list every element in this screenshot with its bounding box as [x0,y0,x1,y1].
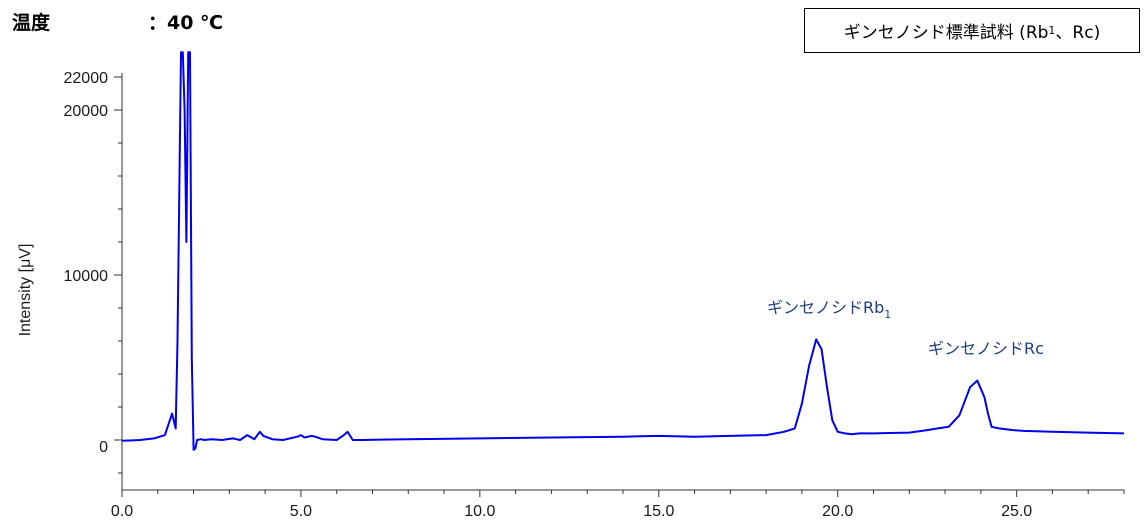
chart-annotations: ギンセノシドRb1 ギンセノシドRc [767,298,1044,358]
chart-axes [121,73,1124,491]
x-tick-label: 25.0 [1001,503,1032,520]
y-tick-label: 22000 [64,70,109,87]
peak-label-main: ギンセノシドRb [767,298,884,317]
temperature-value: ：40 ℃ [148,12,224,34]
peak-label: ギンセノシドRb1 [767,298,891,321]
sample-title-prefix: ギンセノシド標準試料 (Rb [843,23,1049,43]
chart-ticks: 0.0 5.0 10.0 15.0 20.0 25.0 0 10000 20000 22000 [64,70,1125,520]
sample-title-suffix: 、Rc) [1055,23,1101,43]
chromatogram-trace [121,51,1125,451]
sample-title-subscript: 1 [1048,24,1056,37]
y-tick-label: 20000 [64,103,109,120]
x-tick-label: 10.0 [464,503,495,520]
x-tick-label: 20.0 [822,503,853,520]
peak-label-main: ギンセノシドRc [928,339,1044,358]
peak-label-subscript: 1 [884,308,891,321]
y-tick-label: 10000 [64,268,109,285]
y-tick-label: 0 [99,439,108,456]
temperature-label: 温度 [12,12,51,34]
x-tick-label: 15.0 [643,503,674,520]
sample-title-box: ギンセノシド標準試料 (Rb 1 、Rc) [804,8,1140,53]
x-tick-label: 5.0 [290,503,312,520]
peak-label: ギンセノシドRc [928,339,1044,358]
x-tick-label: 0.0 [111,503,133,520]
chart-series [121,51,1125,451]
y-axis-title: Intensity [μV] [17,244,34,337]
